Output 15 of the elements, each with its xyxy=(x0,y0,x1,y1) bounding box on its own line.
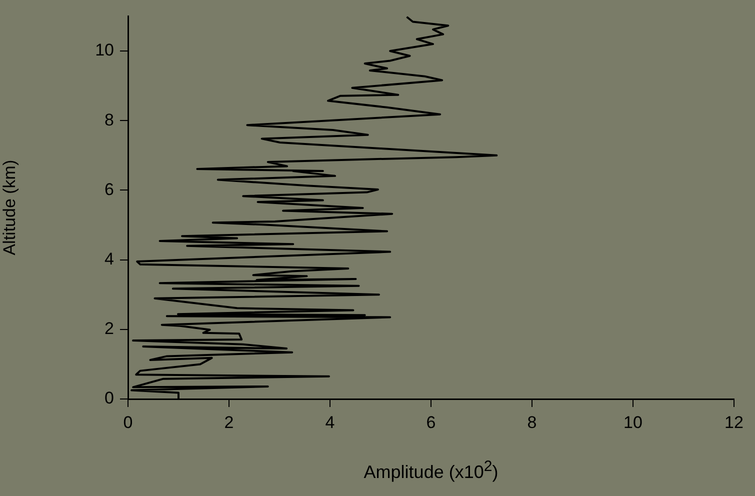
y-tick-label: 0 xyxy=(104,388,114,408)
y-tick-label: 10 xyxy=(95,40,114,60)
x-tick-label: 2 xyxy=(224,412,234,432)
y-tick-label: 6 xyxy=(104,180,114,199)
y-tick-label: 4 xyxy=(104,249,114,268)
x-tick-label: 12 xyxy=(724,412,744,432)
x-tick-label: 4 xyxy=(325,412,335,432)
x-tick-label: 10 xyxy=(624,412,642,432)
y-axis-title: Altitude (km) xyxy=(0,160,19,256)
x-tick-label: 0 xyxy=(123,412,133,432)
y-tick-label: 2 xyxy=(104,319,114,338)
x-tick-label: 6 xyxy=(426,412,436,432)
x-tick-label: 8 xyxy=(527,412,537,432)
y-tick-label: 8 xyxy=(104,110,114,130)
x-axis-title: Amplitude (x10$^{2}$) xyxy=(362,458,500,483)
